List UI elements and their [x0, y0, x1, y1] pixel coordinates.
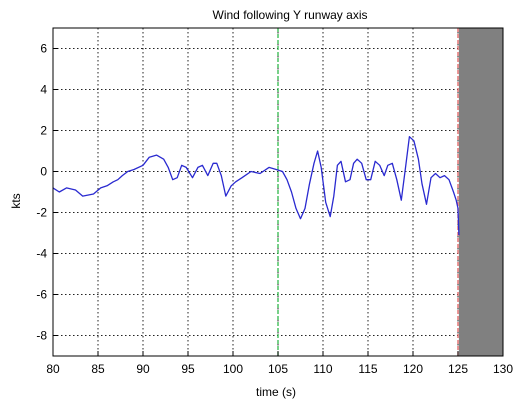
x-tick-label: 80	[46, 362, 60, 376]
series-line-1	[52, 136, 460, 236]
y-tick-label: -2	[36, 206, 47, 220]
x-tick-label: 130	[493, 362, 513, 376]
x-tick-label: 90	[136, 362, 150, 376]
y-axis-label: kts	[9, 193, 23, 208]
y-tick-label: -6	[36, 288, 47, 302]
x-tick-label: 95	[181, 362, 195, 376]
y-tick-label: -8	[36, 329, 47, 343]
y-tick-label: 2	[40, 124, 47, 138]
x-tick-label: 105	[268, 362, 288, 376]
x-tick-label: 115	[358, 362, 377, 376]
y-tick-label: -4	[36, 247, 47, 261]
x-tick-label: 125	[448, 362, 468, 376]
y-tick-label: 0	[40, 165, 47, 179]
x-tick-label: 110	[313, 362, 332, 376]
x-axis-label: time (s)	[256, 385, 296, 399]
shaded-region	[458, 28, 503, 356]
x-tick-label: 85	[91, 362, 105, 376]
plot-area: 80 85 90 95 100 105 110 115 120 125 130 6 4 2 0 -2 -4 -6 -…	[36, 27, 513, 376]
x-tick-label: 120	[403, 362, 423, 376]
y-tick-label: 6	[40, 42, 47, 56]
chart-title: Wind following Y runway axis	[213, 8, 368, 22]
y-tick-label: 4	[40, 83, 47, 97]
x-tick-label: 100	[223, 362, 243, 376]
